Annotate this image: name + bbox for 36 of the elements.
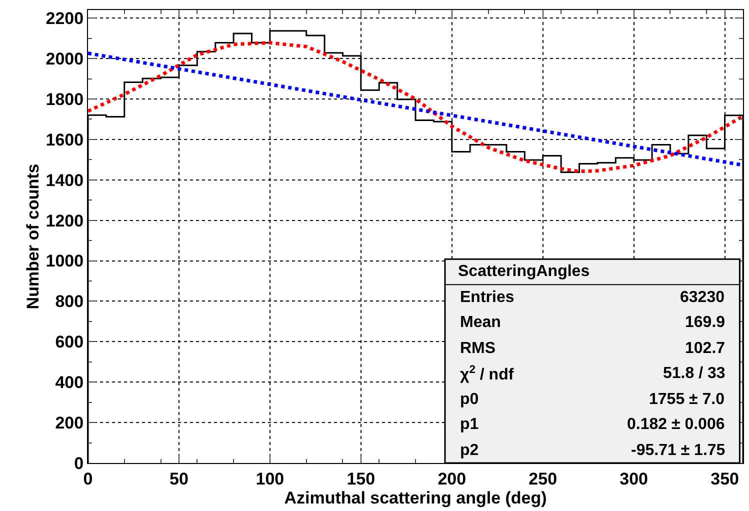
annotation: 51.8 / 33 [663,365,726,382]
y-axis-title: Number of counts [23,164,42,310]
annotation: ScatteringAngles [458,263,590,280]
y-tick-label: 2200 [46,9,84,28]
y-tick-label: 800 [55,292,84,312]
y-tick-label: 1800 [46,90,84,109]
annotation: RMS [460,340,496,357]
y-tick-label: 0 [74,454,84,473]
annotation: χ$^{2}$ / ndf [460,364,514,384]
annotation: p0 [460,391,479,408]
x-axis-title: Azimuthal scattering angle (deg) [284,488,547,508]
y-tick-label: 600 [55,332,84,352]
y-tick-label: 1000 [46,252,84,271]
annotation: 63230 [680,289,725,306]
x-tick-label: 250 [528,469,558,488]
y-tick-label: 2000 [46,49,84,68]
x-tick-label: 50 [170,469,188,488]
annotation: -95.71 ± 1.75 [631,442,726,459]
x-tick-label: 200 [438,469,466,488]
annotation: Mean [460,314,501,331]
x-tick-label: 350 [710,469,739,488]
y-tick-label: 1400 [46,170,84,190]
annotation: Entries [460,289,514,306]
y-tick-label: 1200 [46,211,84,230]
annotation: 0.182 ± 0.006 [627,416,725,433]
x-tick-label: 100 [256,469,284,488]
y-tick-label: 400 [55,373,84,392]
y-tick-label: 1600 [46,130,84,150]
x-tick-label: 150 [346,469,376,488]
annotation: 102.7 [685,340,726,357]
x-tick-label: 300 [620,469,648,488]
annotation: 1755 ± 7.0 [649,391,725,408]
annotation: p2 [460,442,479,459]
annotation: p1 [460,416,479,433]
annotation: 169.9 [685,314,726,331]
y-tick-label: 200 [55,414,84,432]
